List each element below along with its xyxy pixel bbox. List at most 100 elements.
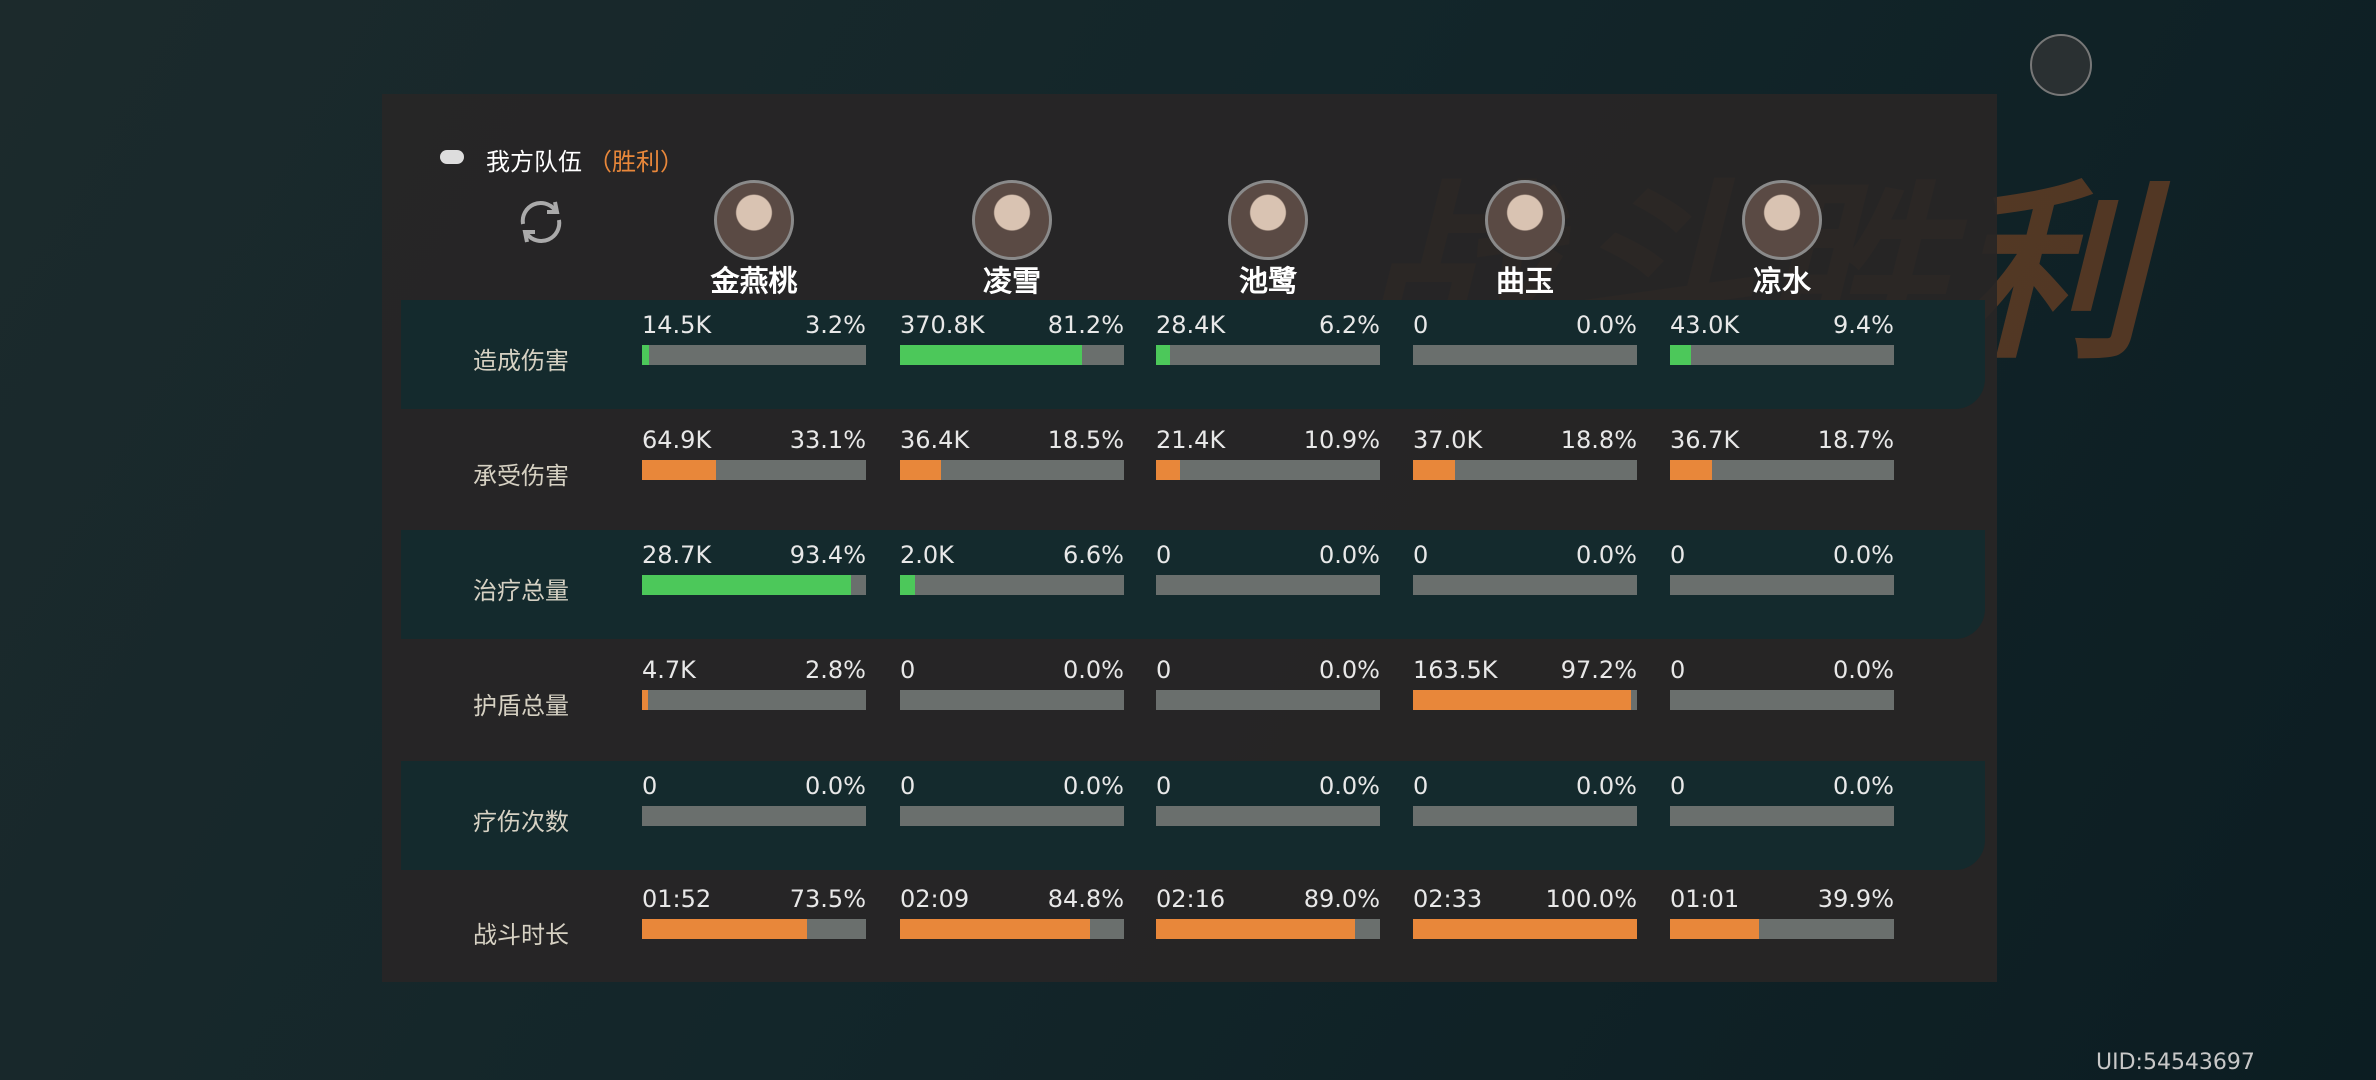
row-label: 治疗总量: [473, 577, 569, 605]
bar-track: [1413, 919, 1637, 939]
bar-track: [1670, 460, 1894, 480]
cell-percent: 0.0%: [1833, 656, 1894, 684]
cell-percent: 6.2%: [1319, 311, 1380, 339]
cell-value: 43.0K: [1670, 311, 1740, 339]
avatar: [714, 180, 794, 260]
cell-percent: 33.1%: [789, 426, 866, 454]
uid: UID:54543697: [2096, 1050, 2255, 1075]
cell-value: 370.8K: [900, 311, 985, 339]
cell-value: 36.4K: [900, 426, 970, 454]
bar-fill: [642, 575, 852, 595]
bar-track: [642, 575, 866, 595]
bar-track: [1670, 919, 1894, 939]
bar-track: [1156, 345, 1380, 365]
cell-value: 0: [1156, 772, 1172, 800]
bar-fill: [1156, 345, 1170, 365]
header-result: （胜利）: [588, 148, 684, 176]
avatar: [1742, 180, 1822, 260]
cell-value: 0: [1413, 311, 1429, 339]
cell-percent: 0.0%: [1063, 656, 1124, 684]
bar-track: [1156, 460, 1380, 480]
row-label: 战斗时长: [473, 921, 569, 949]
bar-fill: [900, 575, 915, 595]
character-name: 金燕桃: [710, 264, 798, 298]
bar-fill: [1670, 919, 1760, 939]
character-name: 曲玉: [1495, 264, 1554, 298]
cell-percent: 0.0%: [1833, 541, 1894, 569]
cell-percent: 2.8%: [805, 656, 866, 684]
row-label: 护盾总量: [473, 692, 569, 720]
cell-percent: 0.0%: [805, 772, 866, 800]
row-label: 造成伤害: [473, 347, 569, 375]
cell-percent: 18.8%: [1560, 426, 1637, 454]
bar-track: [1413, 460, 1637, 480]
bar-track: [642, 690, 866, 710]
cell-value: 0: [1670, 772, 1686, 800]
bar-fill: [1413, 690, 1631, 710]
bar-fill: [900, 345, 1082, 365]
cell-value: 4.7K: [642, 656, 696, 684]
cell-value: 163.5K: [1413, 656, 1498, 684]
cell-percent: 0.0%: [1576, 541, 1637, 569]
cell-percent: 39.9%: [1817, 885, 1894, 913]
cell-percent: 0.0%: [1319, 541, 1380, 569]
cell-value: 36.7K: [1670, 426, 1740, 454]
bar-track: [900, 690, 1124, 710]
bar-track: [1670, 345, 1894, 365]
character-name: 池鹭: [1238, 264, 1297, 298]
row-label: 承受伤害: [473, 462, 569, 490]
cell-percent: 84.8%: [1047, 885, 1124, 913]
refresh-button[interactable]: [513, 194, 569, 250]
cell-percent: 18.7%: [1817, 426, 1894, 454]
cell-percent: 73.5%: [789, 885, 866, 913]
cell-percent: 81.2%: [1047, 311, 1124, 339]
bar-fill: [1413, 460, 1456, 480]
bar-track: [1670, 690, 1894, 710]
bar-track: [1413, 690, 1637, 710]
cell-value: 14.5K: [642, 311, 712, 339]
cell-percent: 97.2%: [1560, 656, 1637, 684]
bar-track: [642, 919, 866, 939]
cell-percent: 3.2%: [805, 311, 866, 339]
cell-value: 0: [1670, 541, 1686, 569]
cell-value: 0: [1156, 656, 1172, 684]
cell-value: 0: [900, 772, 916, 800]
bar-track: [642, 345, 866, 365]
cell-value: 0: [1413, 772, 1429, 800]
bar-fill: [642, 345, 650, 365]
cell-value: 0: [1413, 541, 1429, 569]
stats-button[interactable]: [2030, 34, 2092, 96]
cell-value: 0: [1156, 541, 1172, 569]
bar-fill: [1413, 919, 1637, 939]
bar-track: [900, 460, 1124, 480]
row-label: 疗伤次数: [473, 808, 569, 836]
bar-track: [642, 460, 866, 480]
bar-fill: [642, 919, 807, 939]
cell-percent: 10.9%: [1303, 426, 1380, 454]
cell-value: 02:16: [1156, 885, 1226, 913]
cell-value: 28.7K: [642, 541, 712, 569]
header-title: 我方队伍: [486, 148, 582, 176]
cell-value: 28.4K: [1156, 311, 1226, 339]
bar-track: [1156, 575, 1380, 595]
bar-fill: [642, 460, 717, 480]
cell-value: 64.9K: [642, 426, 712, 454]
cell-percent: 0.0%: [1833, 772, 1894, 800]
cell-percent: 0.0%: [1576, 311, 1637, 339]
cell-percent: 6.6%: [1063, 541, 1124, 569]
bar-track: [642, 806, 866, 826]
bar-fill: [900, 460, 942, 480]
cell-value: 0: [1670, 656, 1686, 684]
bar-fill: [1156, 919, 1356, 939]
cell-percent: 0.0%: [1063, 772, 1124, 800]
bar-fill: [642, 690, 649, 710]
bar-track: [1156, 806, 1380, 826]
character-name: 凌雪: [982, 264, 1041, 298]
bar-track: [1413, 345, 1637, 365]
bar-track: [900, 345, 1124, 365]
cell-value: 01:01: [1670, 885, 1740, 913]
cell-percent: 89.0%: [1303, 885, 1380, 913]
bar-track: [1670, 806, 1894, 826]
bar-track: [1156, 919, 1380, 939]
